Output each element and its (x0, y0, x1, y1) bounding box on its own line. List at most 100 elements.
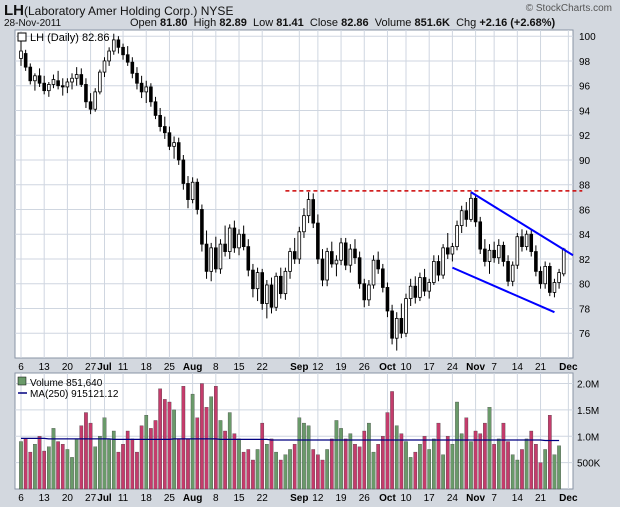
volume-bar (241, 451, 246, 490)
candle (404, 293, 408, 337)
candle-body (353, 248, 357, 259)
candle (385, 282, 390, 318)
x-tick-label: 14 (512, 493, 524, 504)
candle (339, 237, 343, 266)
candle-body (260, 272, 265, 304)
candle-body (561, 248, 566, 275)
candle (93, 88, 98, 112)
candle (232, 220, 237, 253)
ma250-line (21, 437, 560, 442)
volume-bar (56, 441, 60, 490)
volume-bar (529, 430, 534, 490)
candle-body (325, 251, 329, 281)
candle (84, 78, 88, 108)
candle-body (214, 247, 218, 270)
candle (399, 303, 404, 339)
exchange-label: NYSE (200, 4, 234, 18)
x-tick-label: 17 (424, 362, 436, 373)
candle-body (381, 268, 385, 288)
candle-body (552, 282, 557, 293)
candle-body (47, 84, 51, 92)
candle-body (278, 275, 283, 295)
candle-body (65, 81, 70, 88)
candle (422, 268, 427, 297)
volume-bar (427, 449, 432, 490)
volume-bar (111, 430, 116, 490)
candle-body (320, 258, 325, 281)
candle-body (51, 79, 56, 85)
candle-body (478, 221, 483, 250)
candle-body (483, 248, 487, 262)
candle-body (70, 77, 74, 83)
candle (357, 251, 362, 289)
volume-bar (37, 436, 42, 490)
candle-body (265, 284, 269, 304)
volume-bar (74, 438, 79, 490)
candle (561, 247, 566, 277)
candle (47, 81, 51, 97)
candle (334, 255, 339, 277)
price-tick-label: 88 (579, 181, 591, 192)
candle (496, 239, 501, 264)
candle-body (204, 243, 209, 272)
candle (144, 80, 149, 104)
candle (445, 232, 450, 259)
candle (455, 220, 459, 251)
candle (251, 263, 255, 298)
volume-bar (320, 459, 325, 490)
candle (492, 241, 496, 263)
volume-bar (334, 420, 339, 490)
x-tick-label: Sep (290, 493, 308, 504)
x-tick-label: 21 (535, 362, 547, 373)
candle (506, 255, 510, 287)
volume-bar (297, 417, 302, 490)
volume-bar (515, 459, 520, 490)
x-tick-label: 18 (141, 493, 153, 504)
volume-bar (51, 428, 56, 490)
volume-bar (473, 430, 478, 490)
volume-bar (339, 428, 343, 490)
price-tick-label: 78 (579, 304, 591, 315)
candle (88, 93, 93, 115)
candle (483, 239, 487, 267)
volume-bar (251, 459, 255, 490)
volume-bar (316, 454, 320, 490)
volume-bar (237, 438, 241, 490)
volume-bar (246, 449, 251, 490)
candle-body (496, 244, 501, 259)
candle (37, 68, 42, 87)
candle-body (181, 159, 186, 184)
close-value: 82.86 (341, 17, 369, 29)
candle-body (506, 261, 510, 282)
candle-body (42, 82, 46, 92)
volume-bar (371, 451, 376, 490)
price-tick-label: 92 (579, 131, 591, 142)
x-tick-label: 25 (164, 493, 176, 504)
x-tick-label: 24 (447, 362, 459, 373)
x-tick-label: 19 (336, 362, 348, 373)
candle-body (408, 285, 413, 299)
candle-body (311, 199, 316, 224)
candle-body (241, 233, 246, 248)
volume-bar (343, 438, 348, 490)
candle-body (385, 287, 390, 312)
candle (218, 239, 223, 274)
company-label: (Laboratory Amer Holding Corp.) (24, 4, 198, 18)
candle-body (121, 46, 125, 56)
open-value: 81.80 (159, 17, 188, 29)
candle (227, 224, 232, 259)
candle-body (404, 298, 408, 334)
candle (459, 205, 464, 233)
candle-body (473, 197, 478, 223)
volume-value: 851.6K (414, 17, 450, 29)
candle-body (548, 266, 552, 293)
candle-body (529, 233, 534, 252)
volume-bar (367, 422, 371, 490)
price-tick-label: 84 (579, 230, 591, 241)
candle (163, 116, 167, 139)
candle (306, 192, 311, 224)
ma-legend: MA(250) 915121.12 (30, 389, 119, 400)
candle (246, 239, 251, 277)
candle (204, 230, 209, 279)
candle (167, 126, 172, 151)
